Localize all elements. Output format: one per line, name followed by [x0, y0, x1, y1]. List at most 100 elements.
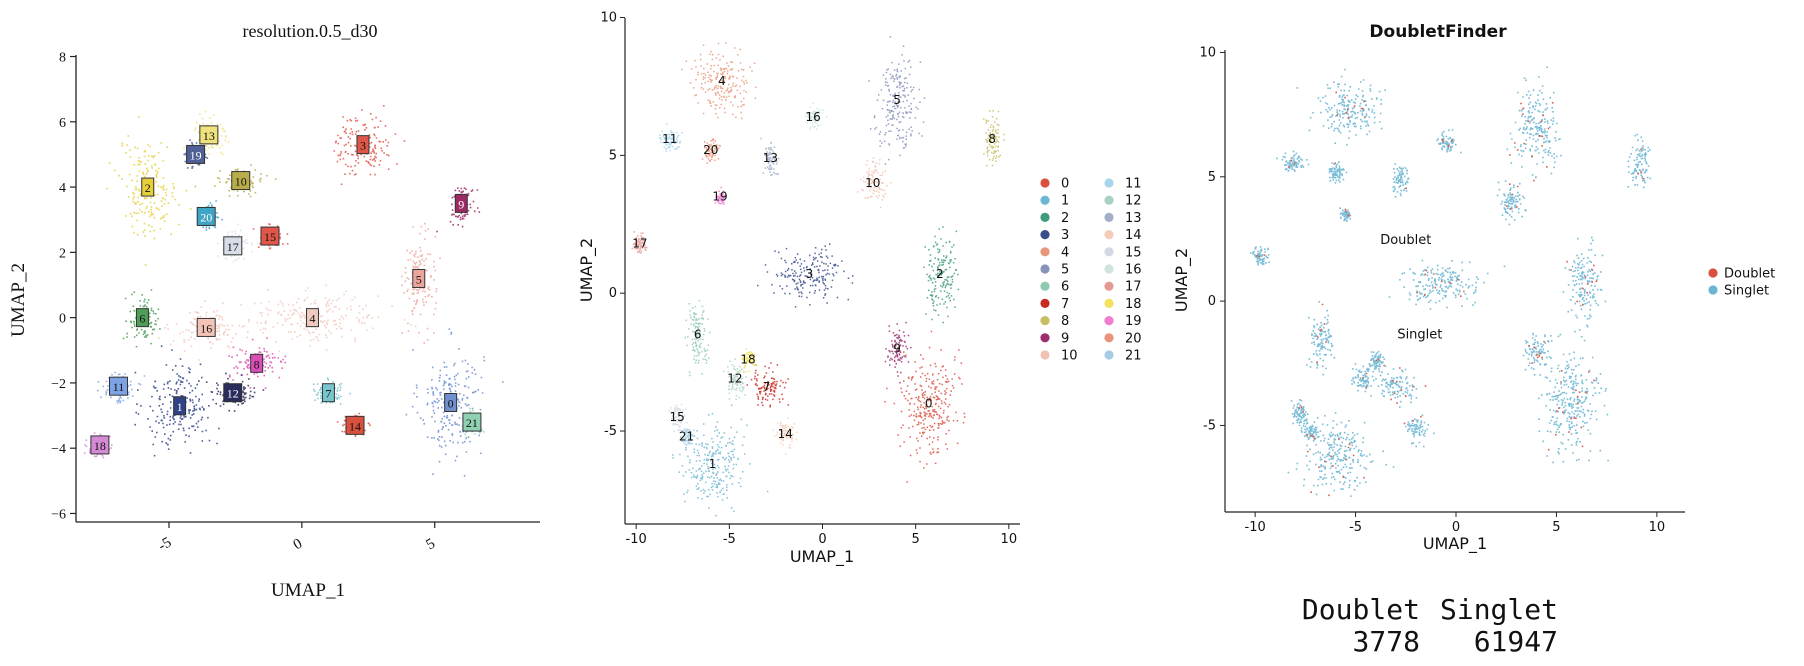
- panel2-legend-entry-10: 10: [1040, 349, 1078, 364]
- panel2-cluster-label-17: 17: [632, 237, 647, 251]
- panel1-cluster-label-text: 5: [416, 272, 422, 286]
- panel2-cluster-label-20: 20: [703, 143, 718, 157]
- panel1-cluster-label-text: 10: [235, 175, 247, 189]
- panel2-cluster-19-points: [714, 186, 726, 205]
- panel3-doublet-points: [1256, 91, 1645, 497]
- panel2-legend-swatch: [1104, 178, 1114, 188]
- panel1-x-tick-label: 0: [291, 536, 305, 554]
- panel2-x-tick-label: -5: [723, 532, 736, 547]
- panel2-cluster-label-16: 16: [806, 110, 821, 124]
- panel1-y-axis-label: UMAP_2: [8, 263, 29, 337]
- panel1-cluster-label-box: [173, 396, 187, 416]
- doublet-count-table: Doublet Singlet 3778 61947: [1298, 594, 1558, 658]
- panel2-cluster-20-points: [701, 138, 721, 164]
- panel1-cluster-label-box: [90, 435, 110, 455]
- panel2-cluster-label-15: 15: [670, 410, 685, 424]
- panel1-cluster-label-6: 6: [135, 308, 149, 328]
- panel1-cluster-label-box: [186, 144, 206, 164]
- panel1-cluster-label-text: 14: [349, 419, 361, 433]
- panel2-legend-entry-3: 3: [1040, 228, 1069, 243]
- panel2-legend-label: 2: [1061, 211, 1069, 226]
- panel2-legend-entry-6: 6: [1040, 280, 1069, 295]
- count-table-header-row: Doublet Singlet: [1298, 594, 1558, 626]
- panel1-cluster-label-box: [321, 383, 335, 403]
- panel3-doublet-legend: Doublet Singlet: [1708, 267, 1775, 299]
- panel2-legend-swatch: [1040, 195, 1050, 205]
- panel1-y-tick-label: −4: [51, 442, 66, 457]
- panel1-y-tick-label: −6: [51, 507, 66, 522]
- panel1-cluster-label-16: 16: [196, 317, 216, 337]
- panel3-axes: 10 5 0 -5 -10 -5 0 5 10: [1199, 45, 1685, 535]
- panel1-cluster-label-box: [135, 308, 149, 328]
- count-table-value-row: 3778 61947: [1298, 625, 1559, 658]
- panel2-legend-entry-7: 7: [1040, 297, 1069, 312]
- panel2-x-tick-label: 0: [818, 532, 826, 547]
- panel2-x-axis-label: UMAP_1: [790, 547, 854, 567]
- panel2-cluster-10-points: [857, 157, 892, 209]
- panel2-legend-entry-15: 15: [1104, 245, 1142, 260]
- panel1-y-tick-label: 8: [59, 51, 66, 66]
- panel2-cluster-6-points: [684, 299, 711, 377]
- panel2-legend-label: 4: [1061, 245, 1069, 260]
- panel2-legend-label: 17: [1125, 280, 1142, 295]
- panel2-cluster-label-11: 11: [662, 132, 677, 146]
- panel2-cluster-11-points: [658, 123, 683, 153]
- panel2-legend-swatch: [1104, 264, 1114, 274]
- panel3-y-tick-label: 5: [1208, 170, 1216, 185]
- panel2-cluster-label-14: 14: [778, 427, 793, 441]
- panel1-cluster-label-18: 18: [90, 435, 110, 455]
- panel3-legend-swatch: [1708, 268, 1718, 278]
- panel1-cluster-label-box: [196, 317, 216, 337]
- panel1-cluster-label-8: 8: [250, 353, 264, 373]
- panel2-legend-swatch: [1040, 350, 1050, 360]
- panel1-cluster-label-20: 20: [196, 206, 216, 226]
- panel1-cluster-label-12: 12: [223, 383, 243, 403]
- panel3-legend-label: Doublet: [1724, 267, 1775, 282]
- panel2-cluster-15-points: [668, 403, 690, 437]
- panel1-cluster-label-box: [109, 376, 129, 396]
- panel1-cluster-label-text: 18: [94, 439, 106, 453]
- panel1-y-tick-label: 6: [59, 116, 66, 131]
- panel2-y-tick-label: 0: [609, 286, 617, 301]
- panel1-cluster-label-1: 1: [173, 396, 187, 416]
- panel1-cluster-4-points: [231, 284, 417, 353]
- panel1-cluster-label-17: 17: [223, 236, 243, 256]
- panel2-cluster-16-points: [804, 102, 828, 131]
- panel2-legend-entry-8: 8: [1040, 314, 1069, 329]
- panel2-legend-label: 18: [1125, 297, 1142, 312]
- panel1-cluster-label-text: 15: [264, 230, 276, 244]
- panel2-legend-label: 11: [1125, 177, 1142, 192]
- panel2-cluster-label-7: 7: [763, 380, 771, 394]
- panel2-cluster-7-points: [746, 362, 789, 408]
- panel1-cluster-14-points: [336, 412, 371, 437]
- panel2-legend-label: 16: [1125, 263, 1142, 278]
- panel2-cluster-label-10: 10: [865, 176, 880, 190]
- panel2-legend-entry-5: 5: [1040, 263, 1069, 278]
- panel1-y-tick-label: 4: [59, 181, 66, 196]
- panel2-cluster-label-3: 3: [806, 267, 814, 281]
- panel2-legend-label: 6: [1061, 280, 1069, 295]
- panel1-cluster-label-text: 12: [227, 387, 239, 401]
- panel1-cluster-label-text: 21: [466, 416, 478, 430]
- panel2-legend-swatch: [1104, 316, 1114, 326]
- panel2-legend-entry-20: 20: [1104, 331, 1142, 346]
- panel1-y-tick-label: 0: [59, 312, 66, 327]
- panel1-cluster-label-14: 14: [345, 415, 365, 435]
- panel1-y-tick-label: −2: [51, 377, 66, 392]
- panel1-cluster-label-11: 11: [109, 376, 129, 396]
- count-value-singlet: 61947: [1473, 625, 1558, 658]
- panel1-cluster-label-19: 19: [186, 144, 206, 164]
- panel2-legend-label: 14: [1125, 228, 1142, 243]
- panel2-legend-swatch: [1040, 316, 1050, 326]
- panel2-cluster-label-13: 13: [763, 151, 778, 165]
- panel1-cluster-label-text: 19: [190, 148, 202, 162]
- panel1-cluster-label-text: 3: [360, 139, 366, 153]
- panel2-legend-entry-1: 1: [1040, 194, 1069, 209]
- panel1-cluster-label-box: [199, 125, 219, 145]
- panel2-legend-swatch: [1040, 298, 1050, 308]
- panel3-y-tick-label: -5: [1203, 418, 1216, 433]
